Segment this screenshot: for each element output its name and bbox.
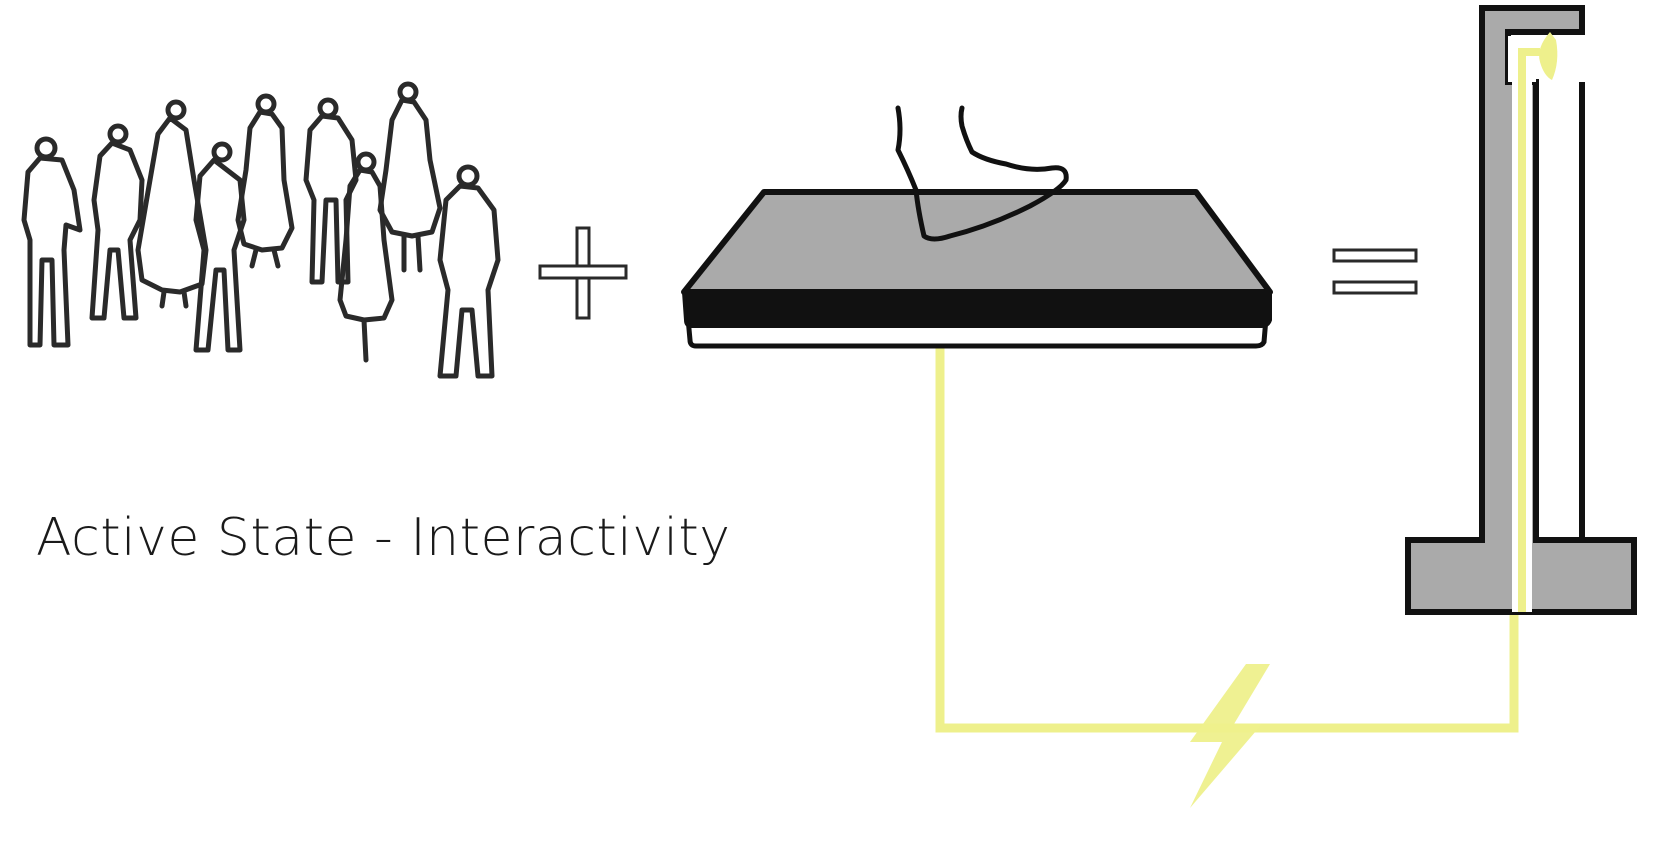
- energy-wire: [935, 47, 1530, 733]
- person-figure: [235, 93, 295, 269]
- footstep-icon: [895, 105, 1069, 242]
- equals-sign-icon: [1332, 248, 1418, 295]
- person-figure: [135, 99, 209, 309]
- person-figure: [377, 81, 443, 273]
- lightning-bolt-icon: [1190, 664, 1270, 808]
- people-crowd-icon: [21, 81, 501, 379]
- person-figure: [21, 136, 83, 348]
- lamp-bulb-icon: [1539, 32, 1558, 80]
- person-figure: [89, 123, 145, 321]
- diagram-caption: Active State - Interactivity: [36, 508, 731, 568]
- lamp-wire: [1518, 48, 1540, 612]
- person-figure: [303, 97, 359, 285]
- person-figure: [337, 151, 395, 363]
- person-figure: [193, 141, 247, 353]
- plus-sign-icon: [538, 226, 628, 320]
- pressure-plate-icon: [681, 189, 1273, 349]
- person-figure: [437, 164, 501, 379]
